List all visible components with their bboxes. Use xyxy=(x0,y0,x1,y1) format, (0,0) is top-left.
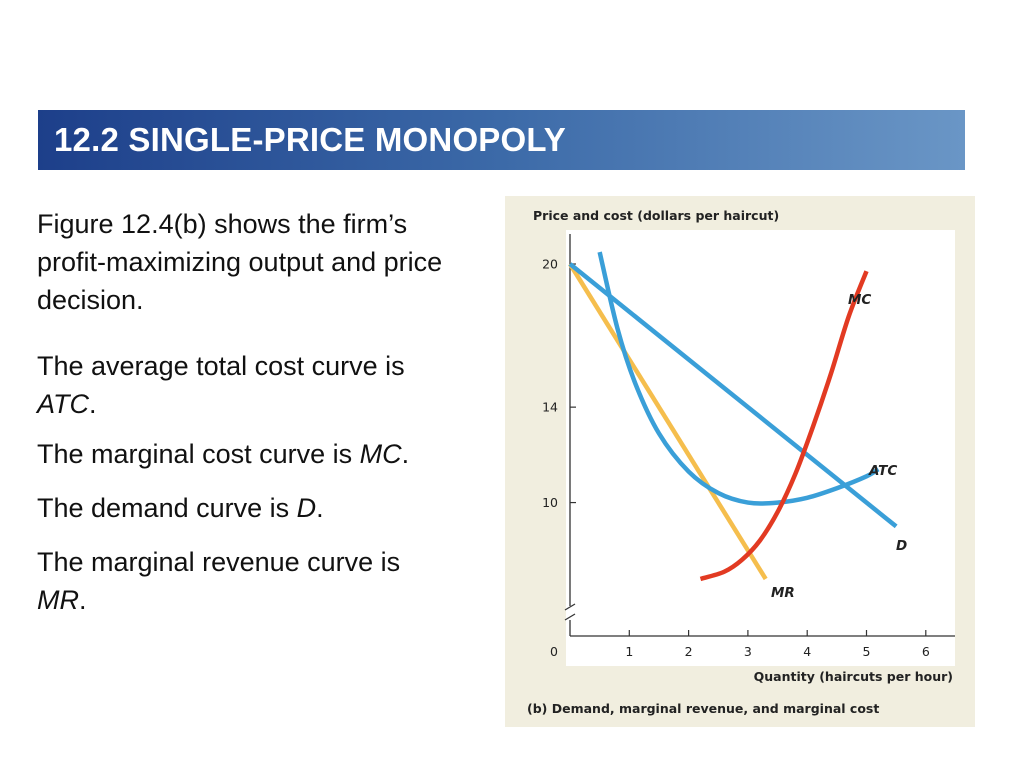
paragraph-5-end: . xyxy=(79,585,87,615)
x-tick-label: 5 xyxy=(863,644,871,659)
term-mc: MC xyxy=(359,439,402,469)
series-line-atc xyxy=(597,251,880,506)
title-bar: 12.2 SINGLE-PRICE MONOPOLY xyxy=(38,110,965,170)
paragraph-2-end: . xyxy=(89,389,97,419)
curve-labels: D MR MC ATC xyxy=(771,292,907,601)
term-mr: MR xyxy=(37,585,79,615)
x-tick-label: 6 xyxy=(922,644,930,659)
paragraph-3: The marginal cost curve is MC. xyxy=(37,435,457,473)
x-tick-label: 1 xyxy=(625,644,633,659)
slide-title: 12.2 SINGLE-PRICE MONOPOLY xyxy=(54,121,566,158)
paragraph-5: The marginal revenue curve is MR. xyxy=(37,543,457,619)
plot-area xyxy=(566,230,955,666)
x-tick-label: 0 xyxy=(550,644,558,659)
y-axis-break-mark xyxy=(564,603,576,611)
y-tick-label: 20 xyxy=(542,257,558,272)
y-tick-label: 14 xyxy=(542,400,558,415)
paragraph-4-end: . xyxy=(316,493,324,523)
y-axis-label: Price and cost (dollars per haircut) xyxy=(533,208,779,223)
paragraph-2-text: The average total cost curve is xyxy=(37,351,405,381)
axes: 0 1 2 3 4 5 6 10 14 20 xyxy=(542,234,955,659)
paragraph-1-text: Figure 12.4(b) shows the firm’s profit-m… xyxy=(37,209,443,315)
monopoly-chart: Price and cost (dollars per haircut) Qua… xyxy=(505,196,975,727)
y-axis-break-mark xyxy=(564,613,576,621)
paragraph-4: The demand curve is D. xyxy=(37,489,457,527)
term-d: D xyxy=(296,493,317,523)
x-tick-label: 3 xyxy=(744,644,752,659)
paragraph-5-text: The marginal revenue curve is xyxy=(37,547,401,577)
x-axis-label: Quantity (haircuts per hour) xyxy=(754,669,953,684)
x-tick-label: 2 xyxy=(685,644,693,659)
paragraph-4-text: The demand curve is xyxy=(37,493,297,523)
paragraph-2: The average total cost curve is ATC. xyxy=(37,347,457,423)
paragraph-3-end: . xyxy=(401,439,410,469)
series-label-mr: MR xyxy=(771,585,795,601)
paragraph-3-text: The marginal cost curve is xyxy=(37,439,360,469)
term-atc: ATC xyxy=(37,389,89,419)
text-column: Figure 12.4(b) shows the firm’s profit-m… xyxy=(37,205,457,619)
series-label-mc: MC xyxy=(848,292,871,308)
figure-panel: Price and cost (dollars per haircut) Qua… xyxy=(505,196,975,727)
series-line-d xyxy=(568,262,898,529)
x-tick-label: 4 xyxy=(803,644,811,659)
y-tick-label: 10 xyxy=(542,495,558,510)
curves xyxy=(568,251,898,582)
series-line-mc xyxy=(699,270,869,582)
figure-caption: (b) Demand, marginal revenue, and margin… xyxy=(527,701,879,716)
series-label-d: D xyxy=(896,538,907,554)
series-label-atc: ATC xyxy=(868,463,897,479)
series-line-mr xyxy=(568,262,768,581)
paragraph-1: Figure 12.4(b) shows the firm’s profit-m… xyxy=(37,205,457,319)
